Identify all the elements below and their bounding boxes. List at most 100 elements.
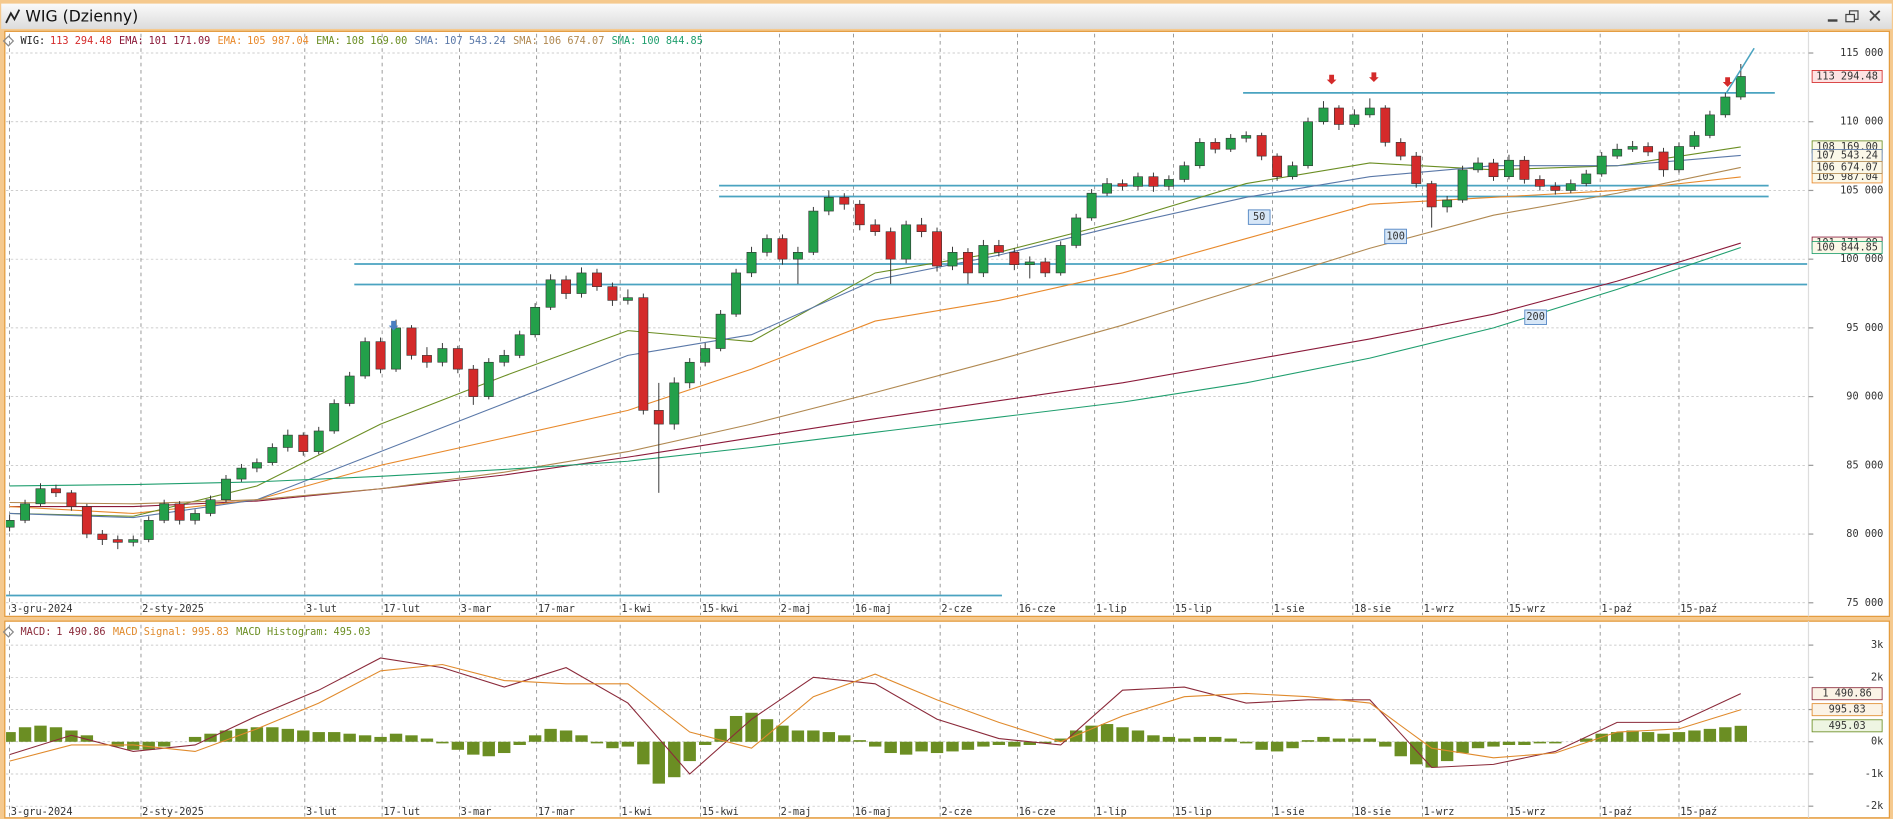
histogram-bar [915, 741, 928, 752]
legend-value: 495.03 [334, 626, 371, 638]
histogram-bar [544, 728, 557, 742]
legend-value: 108 169.00 [346, 35, 408, 47]
histogram-bar [977, 741, 990, 747]
histogram-bar [1023, 741, 1036, 745]
moving-average [9, 154, 1741, 519]
histogram-bar [297, 730, 310, 742]
candle-body [854, 203, 865, 226]
y-tick-label: 100 000 [1840, 253, 1883, 265]
histogram-bar [80, 735, 94, 742]
x-tick-label: 3-lut [306, 806, 337, 818]
legend-value: 107 543.24 [444, 35, 506, 47]
candle-body [545, 279, 556, 308]
y-tick-label: 2k [1871, 671, 1884, 683]
histogram-bar [652, 741, 665, 784]
histogram-bar [1363, 738, 1377, 742]
histogram-bar [1209, 736, 1222, 742]
x-tick-label: 2-cze [941, 603, 972, 615]
x-tick-label: 2-maj [781, 806, 812, 818]
histogram-bar [683, 741, 696, 762]
candle-body [1071, 217, 1082, 246]
histogram-bar [235, 728, 248, 742]
moving-average [9, 176, 1741, 515]
moving-average [9, 166, 1741, 505]
signal-arrows [388, 47, 1755, 331]
candle-body [190, 513, 201, 521]
candle-body [839, 197, 850, 205]
candle-body [993, 245, 1004, 253]
histogram-bar [1301, 740, 1315, 742]
plot-area [6, 64, 1808, 597]
candle-body [344, 375, 355, 404]
candle-body [236, 467, 247, 480]
moving-average [9, 246, 1741, 487]
candle-body [251, 462, 262, 469]
histogram-bar [899, 741, 913, 755]
legend-name: MACD Histogram: [236, 626, 329, 638]
histogram-bar [961, 741, 975, 750]
candle-body [1179, 165, 1190, 180]
candle-body [1627, 146, 1638, 150]
x-tick-label: 15-wrz [1509, 603, 1546, 615]
legend-name: EMA: [119, 35, 144, 47]
window-controls[interactable] [1827, 10, 1881, 23]
histogram-bar [745, 712, 758, 742]
value-tag [1811, 687, 1883, 701]
candle-body [1612, 148, 1623, 157]
x-tick-label: 2-cze [941, 806, 972, 818]
value-tag-label: 495.03 [1829, 720, 1866, 732]
histogram-bar [1533, 741, 1547, 744]
close-button[interactable] [1869, 10, 1881, 22]
x-tick-label: 17-mar [538, 806, 575, 818]
value-tag-label: 108 169.00 [1816, 141, 1878, 153]
candle-body [715, 313, 726, 349]
histogram-bar [6, 732, 16, 742]
y-tick-label: 3k [1871, 639, 1884, 651]
legend: MACD: 1 490.86 MACD Signal: 995.83 MACD Hist… [21, 626, 371, 638]
trend-line [1725, 47, 1755, 94]
x-tick-label: 15-lip [1175, 806, 1212, 818]
candle-body [1704, 114, 1715, 136]
candle-body [622, 297, 633, 301]
x-tick-label: 15-paź [1680, 603, 1717, 615]
period-label: 100 [1386, 230, 1405, 242]
restore-button-back [1845, 13, 1855, 23]
histogram-bar [1487, 741, 1500, 747]
histogram-bar [714, 728, 727, 742]
histogram-bar [266, 727, 279, 742]
histogram-bar [49, 727, 63, 742]
candle-body [1380, 107, 1391, 143]
histogram-bar [1039, 741, 1052, 744]
candle-body [221, 478, 231, 501]
histogram-bar [528, 735, 542, 742]
window-icon [5, 9, 21, 24]
candle-body [530, 306, 541, 336]
candle-body [885, 231, 896, 260]
histogram-bar [1348, 738, 1361, 742]
candle-body [313, 430, 324, 452]
candle-body [1117, 183, 1128, 187]
sell-arrow [1722, 77, 1733, 87]
histogram-bar [513, 741, 526, 745]
candle-body [684, 361, 695, 384]
y-tick-label: 85 000 [1846, 459, 1883, 471]
y-tick-label: 75 000 [1846, 597, 1883, 609]
candle-body [6, 520, 15, 528]
histogram-bar [1734, 725, 1747, 742]
histogram-bar [312, 732, 325, 742]
histogram-bar [1054, 738, 1067, 742]
histogram-bar [1286, 741, 1299, 749]
candle-body [1009, 252, 1020, 265]
histogram-bar [482, 741, 495, 757]
x-tick-label: 17-lut [383, 806, 420, 818]
histogram-bar [1626, 730, 1639, 742]
histogram-bar [405, 735, 418, 742]
histogram-bar [1085, 725, 1098, 742]
histogram-bar [1440, 741, 1454, 762]
candle-body [298, 434, 309, 452]
candle-body [669, 382, 680, 425]
x-tick-label: 1-wrz [1424, 806, 1455, 818]
candle-body [823, 197, 834, 212]
window-title: WIG (Dzienny) [25, 6, 138, 25]
value-tag-label: 107 543.24 [1816, 150, 1878, 162]
